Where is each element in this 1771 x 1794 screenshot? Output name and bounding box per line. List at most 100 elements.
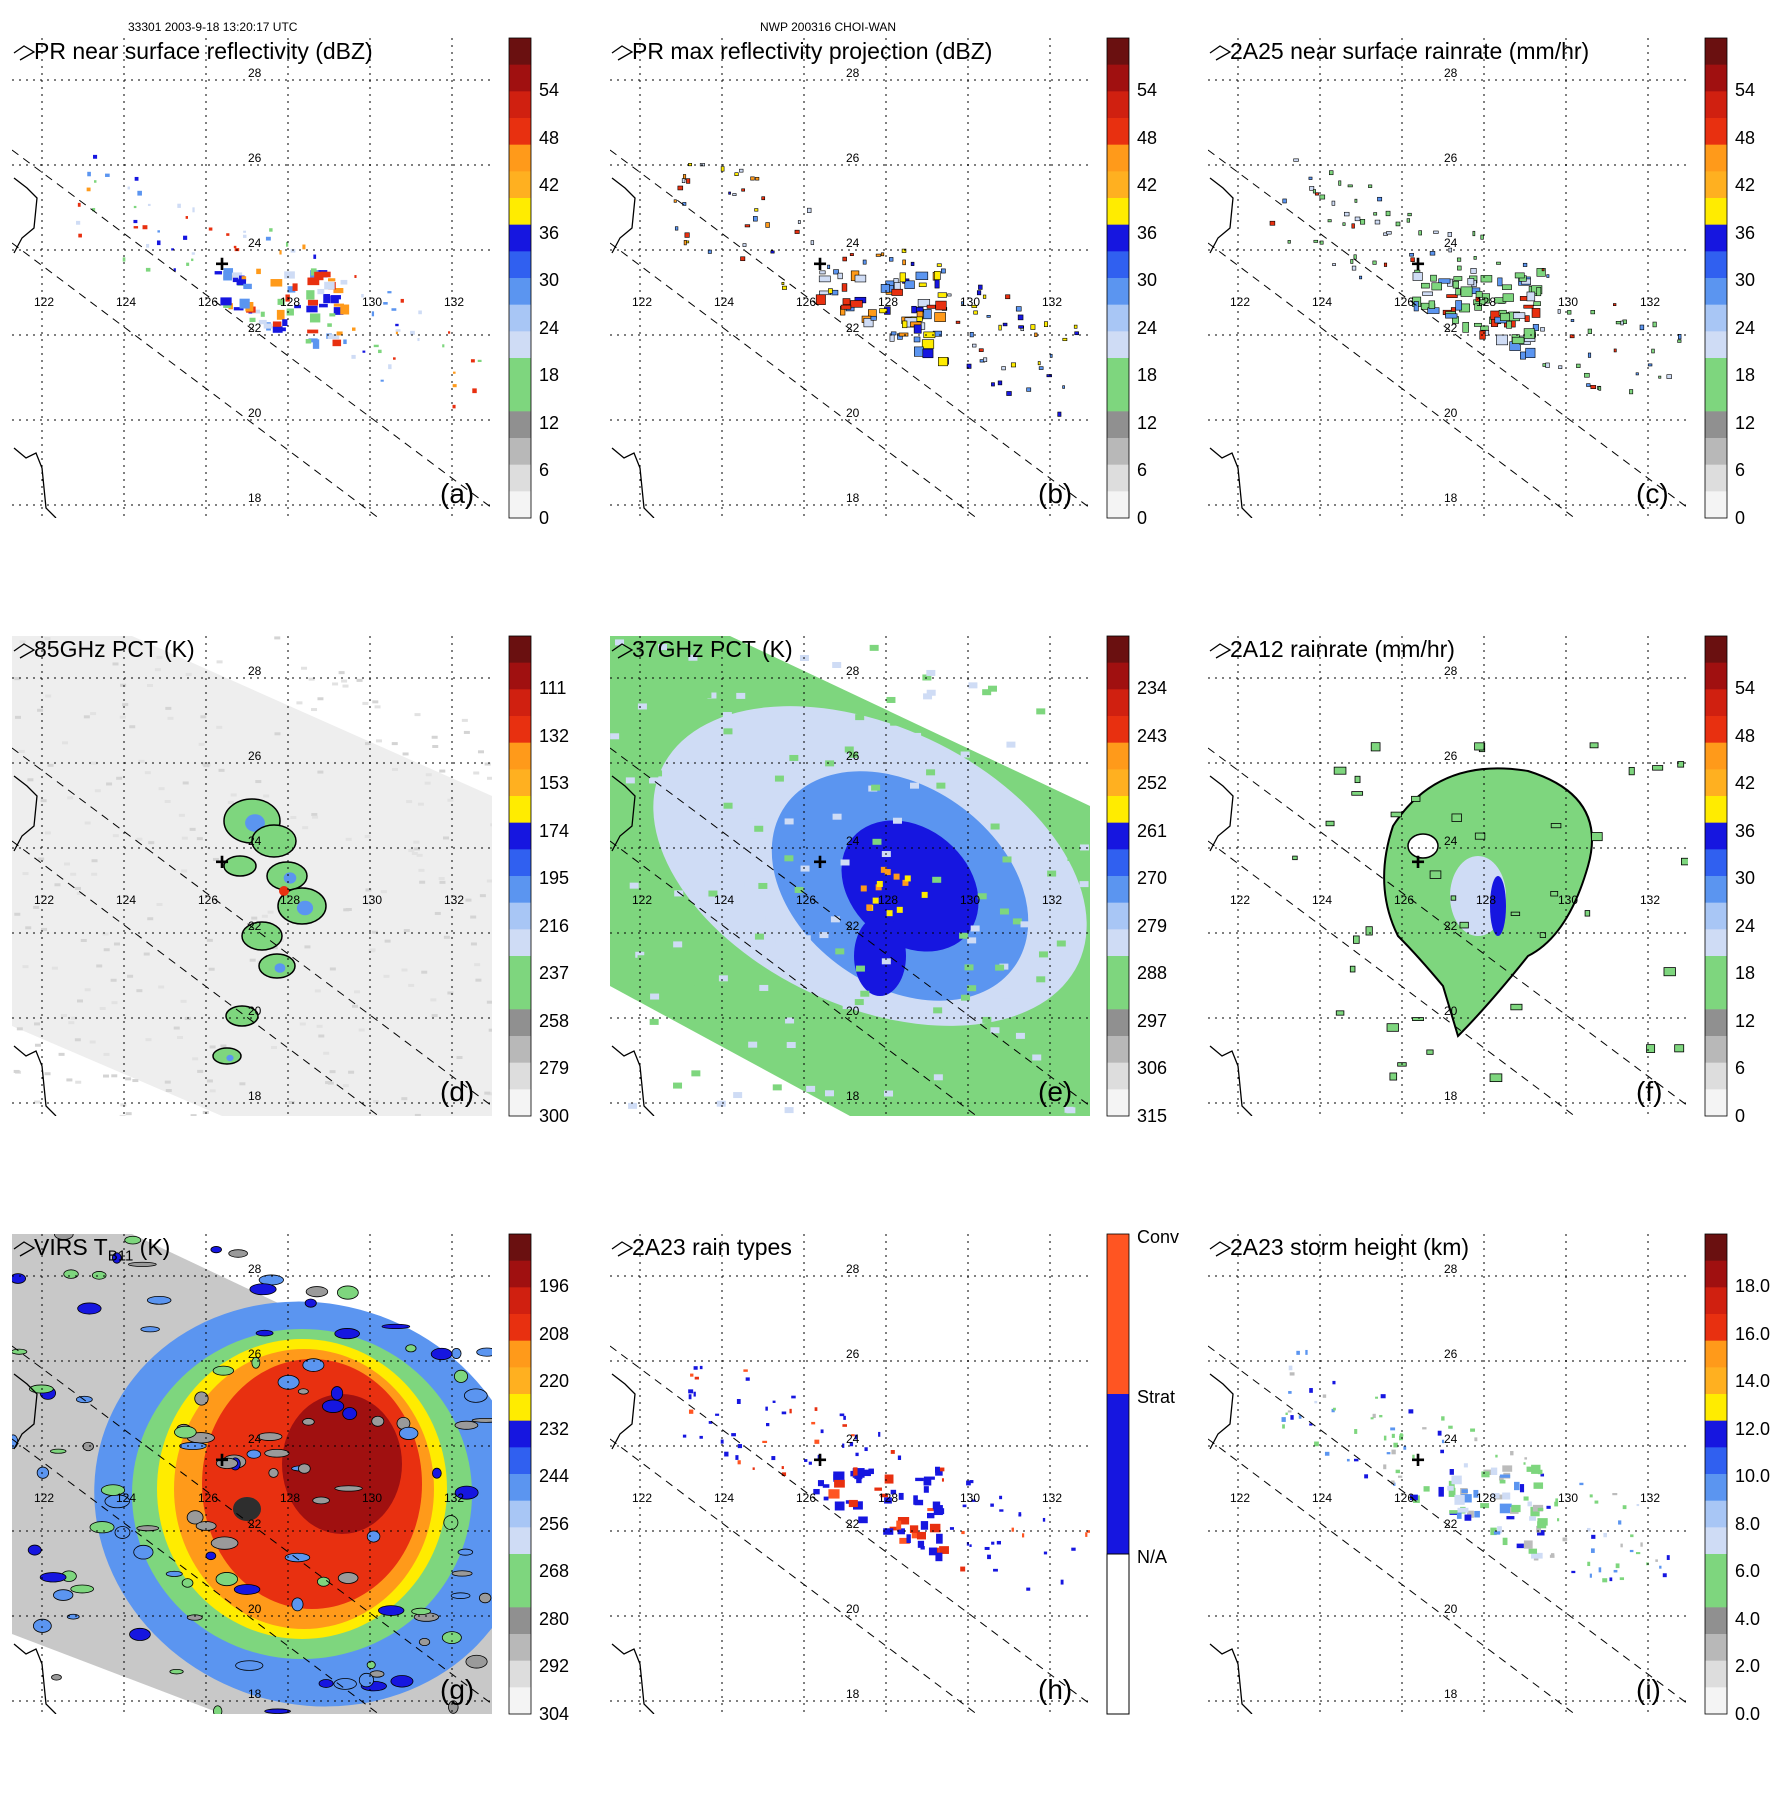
lon-label: 130 <box>1558 893 1579 907</box>
colorbar-label: 208 <box>539 1323 570 1344</box>
colorbar-label: 36 <box>1735 820 1756 841</box>
colorbar-label: 18.0 <box>1735 1276 1771 1296</box>
lon-label: 124 <box>116 893 137 907</box>
colorbar-label: 12.0 <box>1735 1418 1771 1439</box>
colorbar-label: 14.0 <box>1735 1371 1771 1391</box>
lon-label: 130 <box>362 295 383 309</box>
lon-label: 132 <box>1042 893 1063 907</box>
lat-label: 28 <box>248 66 262 80</box>
lon-label: 130 <box>362 893 383 907</box>
lat-label: 22 <box>1444 1517 1458 1531</box>
lon-label: 132 <box>444 893 465 907</box>
lat-label: 18 <box>846 491 860 505</box>
lat-label: 22 <box>846 919 860 933</box>
lat-label: 26 <box>1444 1347 1458 1361</box>
lon-label: 126 <box>796 1491 817 1505</box>
colorbar-f <box>1704 635 1728 1117</box>
lat-label: 22 <box>1444 321 1458 335</box>
lat-label: 28 <box>248 1262 262 1276</box>
lon-label: 128 <box>280 1491 301 1505</box>
swath-edge-north <box>12 1345 492 1705</box>
colorbar-label: 30 <box>1735 868 1756 888</box>
lon-label: 132 <box>1042 295 1063 309</box>
map-plot-a: + <box>12 37 532 519</box>
colorbar-label: 36 <box>1735 222 1756 243</box>
lon-label: 132 <box>1042 1491 1063 1505</box>
colorbar-label: 300 <box>539 1105 570 1126</box>
swath-edge-south <box>610 242 978 518</box>
lon-label: 122 <box>34 893 55 907</box>
lat-label: 20 <box>846 1602 860 1616</box>
swath-edge-south <box>12 840 380 1116</box>
swath-edge-south <box>1208 840 1576 1116</box>
lon-label: 128 <box>878 1491 899 1505</box>
lat-label: 20 <box>1444 406 1458 420</box>
colorbar-label: 16.0 <box>1735 1323 1771 1344</box>
colorbar-label: 6 <box>1735 460 1746 480</box>
colorbar-label: 196 <box>539 1276 570 1296</box>
colorbar-label: 0 <box>539 507 550 528</box>
swath-edge-north <box>1208 149 1688 509</box>
lon-label: 122 <box>1230 295 1251 309</box>
colorbar-g <box>508 1233 532 1715</box>
colorbar-a <box>508 37 532 519</box>
lat-label: 28 <box>1444 1262 1458 1276</box>
panel-title-i: 2A23 storm height (km) <box>1230 1234 1470 1260</box>
panel-title-a: PR near surface reflectivity (dBZ) <box>34 38 373 64</box>
colorbar-label: 12 <box>1735 1010 1756 1031</box>
coastline <box>1209 1241 1253 1714</box>
panel-b: + PR max reflectivity projection (dBZ) (b)… <box>610 37 1170 598</box>
lon-label: 122 <box>34 1491 55 1505</box>
colorbar-label: 48 <box>539 127 560 148</box>
lat-label: 28 <box>846 1262 860 1276</box>
panel-label-b: (b) <box>1038 478 1073 509</box>
lat-label: 24 <box>846 1432 860 1446</box>
lat-label: 22 <box>248 919 262 933</box>
lat-label: 26 <box>248 1347 262 1361</box>
panel-title-g: VIRS TB11 (K) <box>34 1234 170 1265</box>
lat-label: 26 <box>846 151 860 165</box>
colorbar-label: 42 <box>539 175 560 195</box>
map-plot-h: + <box>610 1233 1130 1715</box>
pct85-swath <box>12 636 492 1116</box>
swath-edge-south <box>1208 242 1576 518</box>
lat-label: 18 <box>248 1089 262 1103</box>
lon-label: 130 <box>1558 295 1579 309</box>
colorbar-label: 24 <box>1735 915 1756 936</box>
colorbar-label: 216 <box>539 915 570 936</box>
lon-label: 126 <box>796 893 817 907</box>
colorbar-label: 0 <box>1735 507 1746 528</box>
lat-label: 18 <box>1444 491 1458 505</box>
lat-label: 22 <box>248 321 262 335</box>
panel-label-c: (c) <box>1636 478 1669 509</box>
orbit-time-header: 33301 2003-9-18 13:20:17 UTC <box>128 20 298 34</box>
colorbar-label: 54 <box>1735 80 1756 100</box>
storm-center-marker: + <box>215 251 229 278</box>
lat-label: 20 <box>1444 1004 1458 1018</box>
lon-label: 128 <box>878 295 899 309</box>
lon-label: 126 <box>198 1491 219 1505</box>
lat-label: 18 <box>1444 1089 1458 1103</box>
colorbar-label: 42 <box>1137 175 1158 195</box>
panel-title-b: PR max reflectivity projection (dBZ) <box>632 38 993 64</box>
lat-label: 24 <box>248 1432 262 1446</box>
colorbar-label: 48 <box>1735 725 1756 746</box>
storm-center-marker: + <box>813 251 827 278</box>
swath-edge-north <box>1208 747 1688 1107</box>
swath-edge-north <box>12 149 492 509</box>
colorbar-label: 6 <box>539 460 550 480</box>
lon-label: 126 <box>1394 1491 1415 1505</box>
storm-name-header: NWP 200316 CHOI-WAN <box>760 20 897 34</box>
lat-label: 20 <box>248 1602 262 1616</box>
colorbar-label: 6 <box>1735 1058 1746 1078</box>
lon-label: 122 <box>632 295 653 309</box>
lat-label: 28 <box>1444 664 1458 678</box>
lat-label: 18 <box>248 1687 262 1701</box>
colorbar-label: 48 <box>1735 127 1756 148</box>
panel-label-i: (i) <box>1636 1674 1661 1705</box>
map-plot-b: + <box>610 37 1130 519</box>
lon-label: 122 <box>1230 893 1251 907</box>
lat-label: 20 <box>1444 1602 1458 1616</box>
colorbar-i <box>1704 1233 1728 1715</box>
title-subscript: B11 <box>107 1247 134 1265</box>
